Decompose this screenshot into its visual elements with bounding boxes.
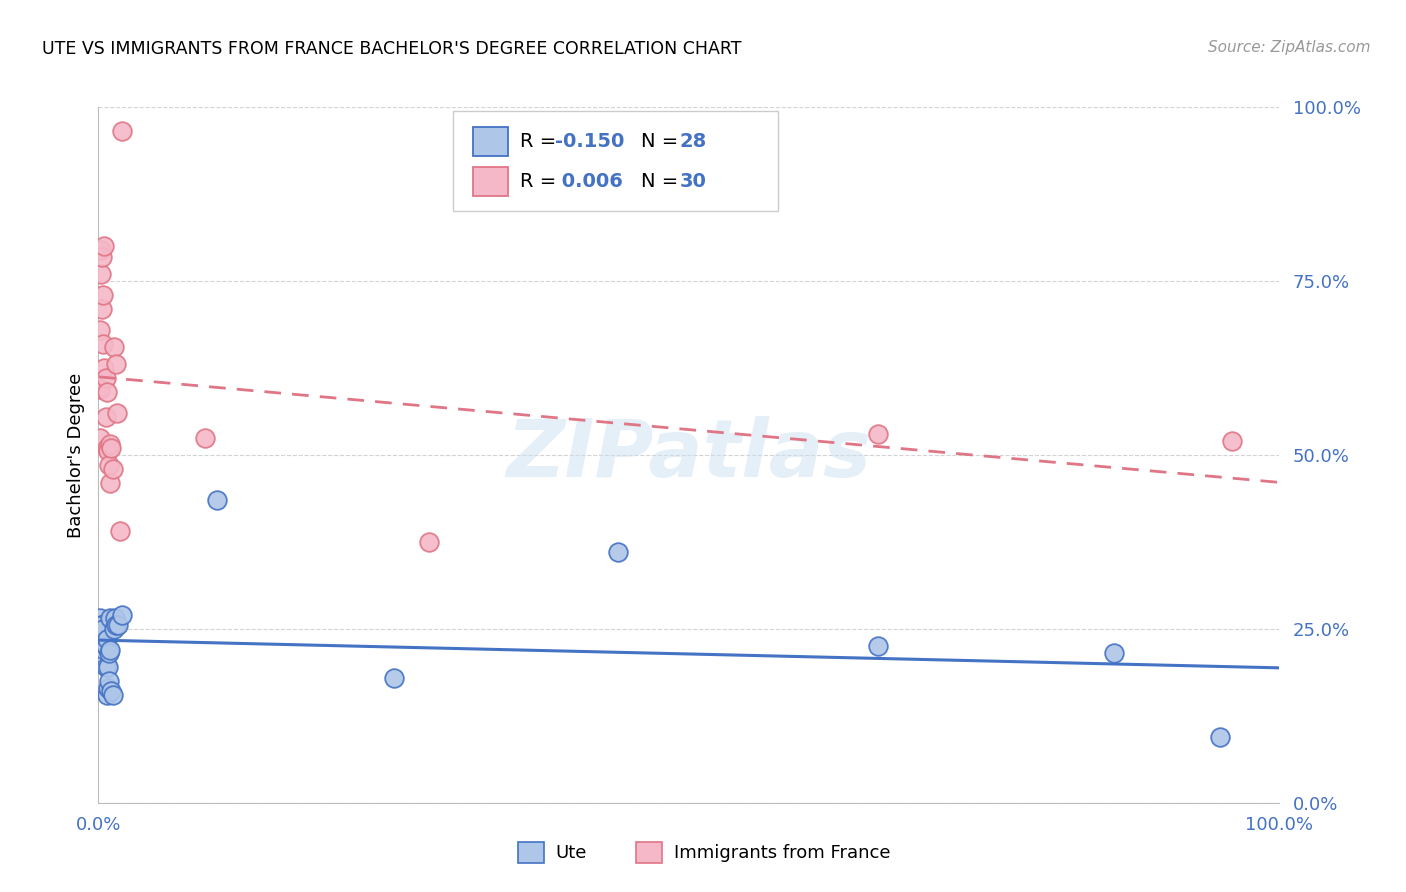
Point xyxy=(91,336,114,351)
Point xyxy=(90,267,112,281)
Point xyxy=(103,340,125,354)
Point xyxy=(89,611,111,625)
Text: Immigrants from France: Immigrants from France xyxy=(673,844,890,862)
Text: ZIPatlas: ZIPatlas xyxy=(506,416,872,494)
Point xyxy=(607,545,630,559)
Point xyxy=(98,437,121,451)
Point xyxy=(96,441,118,455)
Point xyxy=(866,427,889,442)
Text: 0.006: 0.006 xyxy=(555,172,623,191)
Point xyxy=(97,444,120,458)
FancyBboxPatch shape xyxy=(472,167,508,196)
Point xyxy=(1220,434,1243,448)
Point xyxy=(105,618,128,632)
Point xyxy=(107,618,129,632)
Point xyxy=(94,660,117,674)
Point xyxy=(194,431,217,445)
Text: N =: N = xyxy=(641,172,683,191)
Point xyxy=(97,681,120,695)
Point xyxy=(108,524,131,539)
Point xyxy=(98,475,121,490)
Point xyxy=(89,323,111,337)
Point xyxy=(91,288,114,302)
Point xyxy=(100,684,122,698)
Text: UTE VS IMMIGRANTS FROM FRANCE BACHELOR'S DEGREE CORRELATION CHART: UTE VS IMMIGRANTS FROM FRANCE BACHELOR'S… xyxy=(42,40,742,58)
Point xyxy=(94,409,117,424)
Y-axis label: Bachelor's Degree: Bachelor's Degree xyxy=(66,372,84,538)
Point xyxy=(94,371,117,385)
Text: 30: 30 xyxy=(679,172,706,191)
Text: Source: ZipAtlas.com: Source: ZipAtlas.com xyxy=(1208,40,1371,55)
Point xyxy=(96,632,118,647)
Point xyxy=(382,671,405,685)
Point xyxy=(1102,646,1125,660)
FancyBboxPatch shape xyxy=(453,111,778,211)
Point xyxy=(104,611,127,625)
Point xyxy=(98,674,121,689)
Point xyxy=(418,535,440,549)
FancyBboxPatch shape xyxy=(636,842,662,863)
Point xyxy=(93,239,115,253)
Point xyxy=(98,611,121,625)
Point xyxy=(91,250,114,264)
Point xyxy=(96,385,118,400)
Point xyxy=(93,360,115,375)
Point xyxy=(1209,730,1232,744)
Text: N =: N = xyxy=(641,132,683,152)
Point xyxy=(93,642,115,657)
Point xyxy=(97,660,120,674)
Point xyxy=(91,301,114,316)
Point xyxy=(111,124,134,138)
Text: 28: 28 xyxy=(679,132,707,152)
Point xyxy=(90,618,112,632)
Text: R =: R = xyxy=(520,172,562,191)
Point xyxy=(105,406,128,420)
Point xyxy=(91,618,114,632)
Point xyxy=(100,441,122,455)
Text: -0.150: -0.150 xyxy=(555,132,624,152)
Point xyxy=(91,622,114,636)
FancyBboxPatch shape xyxy=(517,842,544,863)
Point xyxy=(98,646,121,660)
Text: R =: R = xyxy=(520,132,562,152)
FancyBboxPatch shape xyxy=(472,128,508,156)
Text: Ute: Ute xyxy=(555,844,586,862)
Point xyxy=(98,642,121,657)
Point xyxy=(98,458,121,473)
Point xyxy=(103,622,125,636)
Point xyxy=(96,688,118,702)
Point xyxy=(94,639,117,653)
Point xyxy=(205,493,228,508)
Point xyxy=(111,607,134,622)
Point xyxy=(101,462,124,476)
Point xyxy=(866,639,889,653)
Point xyxy=(101,688,124,702)
Point xyxy=(90,243,112,257)
Point xyxy=(89,431,111,445)
Point xyxy=(89,382,111,396)
Point xyxy=(105,358,128,372)
